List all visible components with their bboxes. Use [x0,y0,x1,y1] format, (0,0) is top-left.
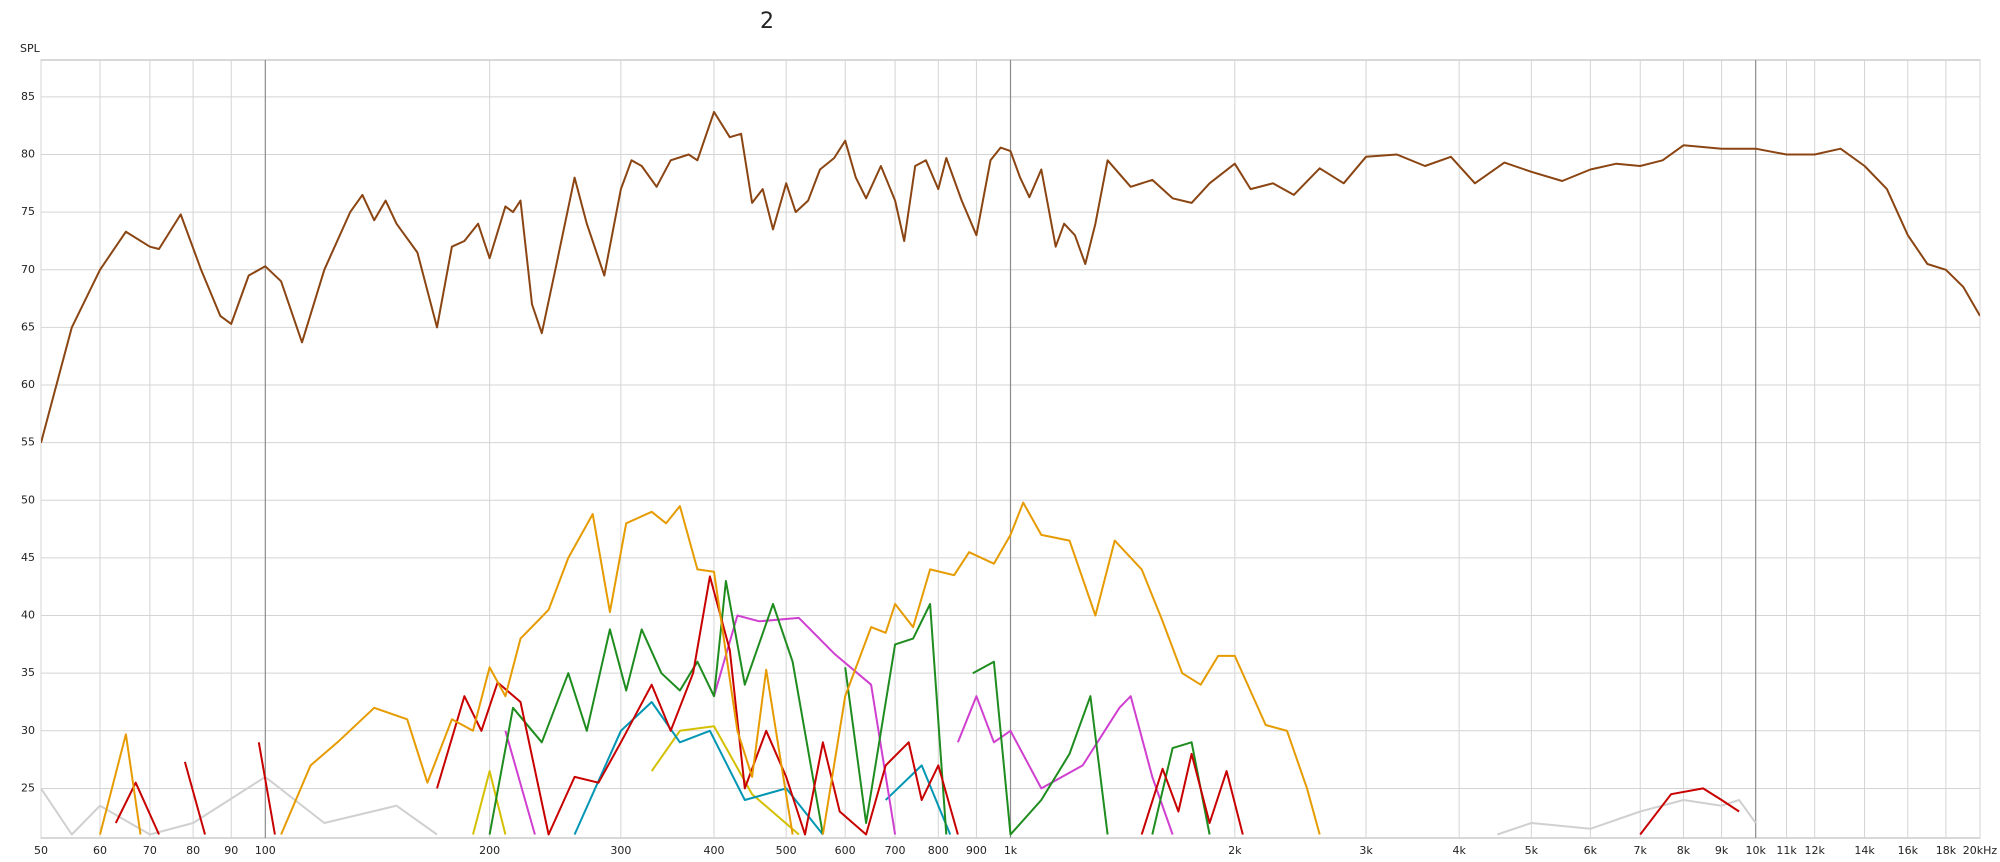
x-tick-label: 200 [479,844,500,857]
x-tick-label: 60 [93,844,107,857]
y-tick-label: 65 [21,320,35,333]
x-tick-label: 4k [1452,844,1466,857]
x-tick-label: 600 [835,844,856,857]
x-tick-label: 3k [1359,844,1373,857]
x-tick-label: 12k [1804,844,1825,857]
x-tick-label: 500 [776,844,797,857]
y-tick-label: 70 [21,263,35,276]
x-tick-label: 10k [1745,844,1766,857]
y-tick-label: 85 [21,90,35,103]
x-tick-label: 70 [143,844,157,857]
y-tick-label: 35 [21,666,35,679]
x-tick-label: 1k [1004,844,1018,857]
y-tick-label: 25 [21,781,35,794]
y-axis-label: SPL [20,42,41,55]
series-line [488,580,1211,836]
series-line [573,701,952,836]
x-tick-label: 50 [34,844,48,857]
y-tick-label: 50 [21,493,35,506]
x-tick-label: 6k [1584,844,1598,857]
series-line [41,775,1757,836]
y-tick-label: 45 [21,551,35,564]
x-tick-label: 18k [1936,844,1957,857]
y-tick-label: 40 [21,609,35,622]
y-tick-label: 80 [21,148,35,161]
y-tick-label: 55 [21,436,35,449]
x-tick-label: 400 [703,844,724,857]
x-tick-label: 5k [1525,844,1539,857]
x-tick-label: 90 [224,844,238,857]
x-tick-label: 700 [885,844,906,857]
x-tick-label: 100 [255,844,276,857]
x-tick-label: 11k [1776,844,1797,857]
x-tick-label: 900 [966,844,987,857]
x-tick-label: 800 [928,844,949,857]
series-line [472,725,800,836]
y-tick-label: 75 [21,205,35,218]
x-tick-label: 8k [1677,844,1691,857]
x-tick-label: 7k [1634,844,1648,857]
chart-title: 2 [760,9,774,34]
x-tick-label: 2k [1228,844,1242,857]
x-tick-label: 300 [610,844,631,857]
series-line [41,110,1980,443]
x-tick-label: 80 [186,844,200,857]
x-tick-label: 14k [1854,844,1875,857]
series-line [504,614,1174,835]
x-tick-label: 20kHz [1963,844,1998,857]
x-tick-label: 9k [1715,844,1729,857]
x-tick-label: 16k [1898,844,1919,857]
y-tick-label: 60 [21,378,35,391]
y-tick-label: 30 [21,724,35,737]
series-line [99,501,1321,835]
